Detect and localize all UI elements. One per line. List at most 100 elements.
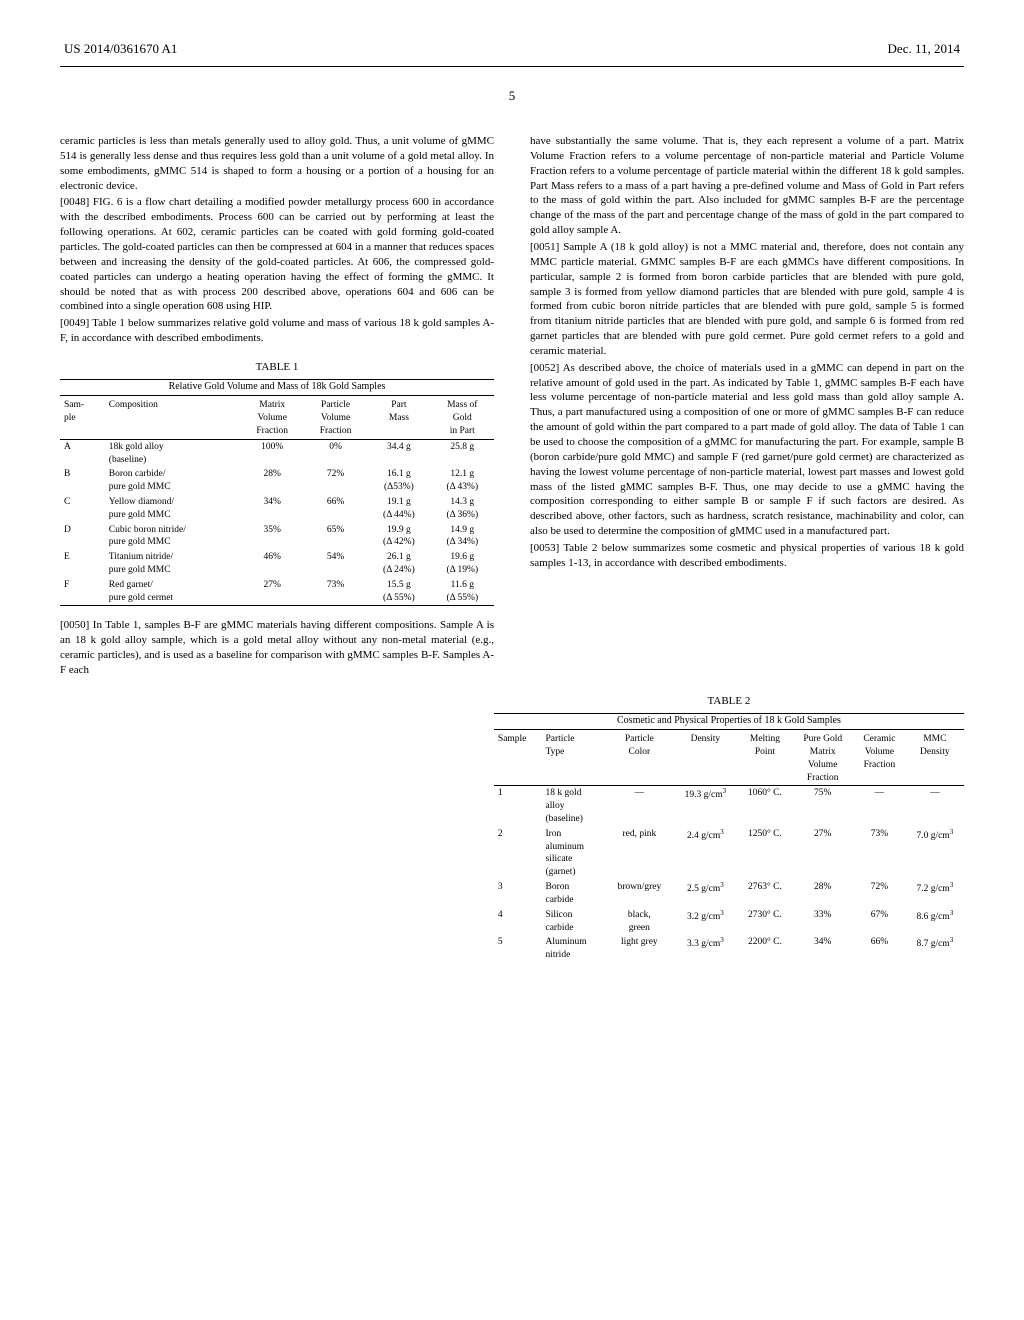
table-cell: 7.0 g/cm3 [906,827,964,880]
table2: Cosmetic and Physical Properties of 18 k… [494,713,964,963]
table-cell: 8.6 g/cm3 [906,908,964,936]
para-cont: have substantially the same volume. That… [530,134,964,238]
table-row: 2Ironaluminumsilicate(garnet)red, pink2.… [494,827,964,880]
table-cell: light grey [606,935,674,963]
table-cell: 14.3 g(Δ 36%) [431,495,494,523]
table-cell: 19.1 g(Δ 44%) [367,495,430,523]
table-cell: 54% [304,550,367,578]
patent-date: Dec. 11, 2014 [888,40,960,58]
table-cell: black,green [606,908,674,936]
table-cell: Cubic boron nitride/pure gold MMC [105,523,241,551]
table-cell: 3 [494,880,542,908]
table-cell: 15.5 g(Δ 55%) [367,578,430,606]
table-cell: 65% [304,523,367,551]
table-cell: Titanium nitride/pure gold MMC [105,550,241,578]
table-header: Density [673,732,738,786]
table-cell: — [606,786,674,827]
table-header: ParticleColor [606,732,674,786]
table-cell: 34% [241,495,304,523]
left-column: ceramic particles is less than metals ge… [60,134,494,680]
table-cell: 11.6 g(Δ 55%) [431,578,494,606]
table-cell: Aluminumnitride [541,935,605,963]
table-cell: F [60,578,105,606]
table-row: 4Siliconcarbideblack,green3.2 g/cm32730°… [494,908,964,936]
table-cell: 2200° C. [738,935,793,963]
table-cell: 3.3 g/cm3 [673,935,738,963]
table-cell: 19.9 g(Δ 42%) [367,523,430,551]
table-cell: 2.5 g/cm3 [673,880,738,908]
table-header: ParticleVolumeFraction [304,398,367,439]
table-header: Sam-ple [60,398,105,439]
table-cell: 18k gold alloy(baseline) [105,439,241,467]
table1-title: TABLE 1 [60,360,494,375]
table-cell: D [60,523,105,551]
table-cell: E [60,550,105,578]
table-row: 3Boroncarbidebrown/grey2.5 g/cm32763° C.… [494,880,964,908]
table-cell: 16.1 g(Δ53%) [367,467,430,495]
table-cell: 2.4 g/cm3 [673,827,738,880]
table-cell: 3.2 g/cm3 [673,908,738,936]
table-cell: red, pink [606,827,674,880]
table-cell: 46% [241,550,304,578]
table-cell: 1 [494,786,542,827]
para-0050: [0050] In Table 1, samples B-F are gMMC … [60,618,494,677]
table-cell: 2730° C. [738,908,793,936]
table-cell: B [60,467,105,495]
table-header: PartMass [367,398,430,439]
table-cell: 14.9 g(Δ 34%) [431,523,494,551]
table-cell: 28% [792,880,853,908]
intro-text: ceramic particles is less than metals ge… [60,134,494,193]
table-cell: A [60,439,105,467]
table-header: Sample [494,732,542,786]
table-header: MMCDensity [906,732,964,786]
table-header: MatrixVolumeFraction [241,398,304,439]
page-header: US 2014/0361670 A1 Dec. 11, 2014 [60,40,964,58]
table-cell: 72% [853,880,905,908]
table-cell: 66% [853,935,905,963]
table-cell: 66% [304,495,367,523]
table-cell: 73% [304,578,367,606]
para-0052: [0052] As described above, the choice of… [530,361,964,539]
table-cell: 26.1 g(Δ 24%) [367,550,430,578]
table-cell: 8.7 g/cm3 [906,935,964,963]
table-cell: 25.8 g [431,439,494,467]
table-cell: Red garnet/pure gold cermet [105,578,241,606]
table-cell: 2763° C. [738,880,793,908]
table-cell: 72% [304,467,367,495]
table-cell: 75% [792,786,853,827]
table-header: Mass ofGoldin Part [431,398,494,439]
table-cell: 5 [494,935,542,963]
header-rule [60,66,964,67]
table-cell: 1250° C. [738,827,793,880]
table-header: ParticleType [541,732,605,786]
table-cell: 2 [494,827,542,880]
table-header: MeltingPoint [738,732,793,786]
patent-number: US 2014/0361670 A1 [64,40,177,58]
table-row: A18k gold alloy(baseline)100%0%34.4 g25.… [60,439,494,467]
table-cell: Ironaluminumsilicate(garnet) [541,827,605,880]
table2-title: TABLE 2 [494,694,964,709]
table-cell: 7.2 g/cm3 [906,880,964,908]
table-cell: 34.4 g [367,439,430,467]
table-row: 118 k goldalloy(baseline)—19.3 g/cm31060… [494,786,964,827]
table-cell: 34% [792,935,853,963]
table-row: 5Aluminumnitridelight grey3.3 g/cm32200°… [494,935,964,963]
table-cell: 73% [853,827,905,880]
table-cell: 35% [241,523,304,551]
table-cell: Siliconcarbide [541,908,605,936]
table-cell: 33% [792,908,853,936]
table-cell: 18 k goldalloy(baseline) [541,786,605,827]
table-cell: 67% [853,908,905,936]
table-row: FRed garnet/pure gold cermet27%73%15.5 g… [60,578,494,606]
table1-grid: Sam-pleCompositionMatrixVolumeFractionPa… [60,398,494,606]
para-0049: [0049] Table 1 below summarizes relative… [60,316,494,346]
right-column: have substantially the same volume. That… [530,134,964,680]
table-cell: — [906,786,964,827]
table-cell: Yellow diamond/pure gold MMC [105,495,241,523]
table-cell: — [853,786,905,827]
page-number: 5 [60,87,964,105]
table-row: BBoron carbide/pure gold MMC28%72%16.1 g… [60,467,494,495]
table-cell: 4 [494,908,542,936]
table-cell: 0% [304,439,367,467]
para-0053: [0053] Table 2 below summarizes some cos… [530,541,964,571]
